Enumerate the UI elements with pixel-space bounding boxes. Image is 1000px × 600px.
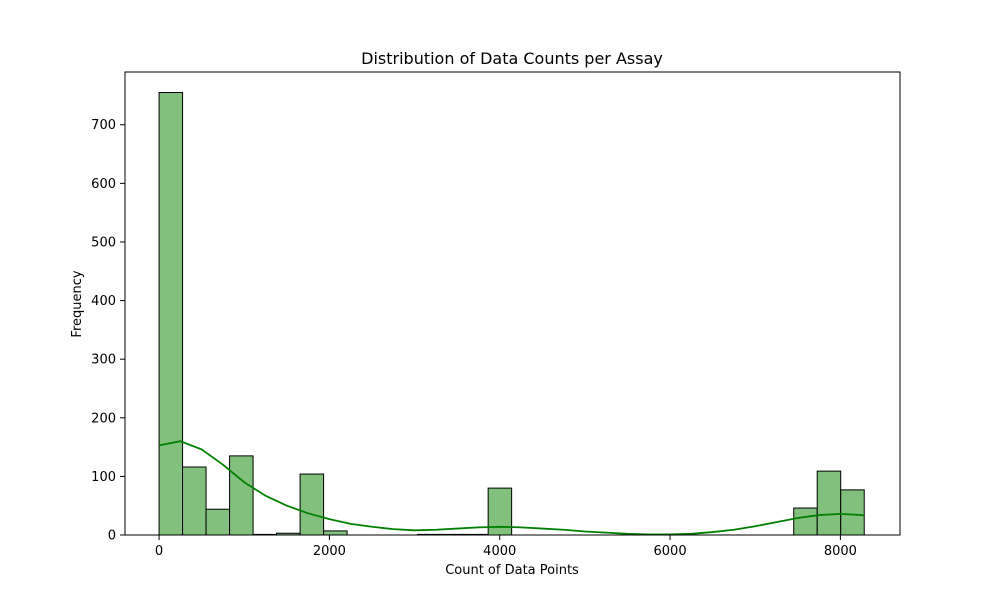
x-tick-label-1: 2000 — [313, 544, 346, 559]
x-tick-label-0: 0 — [155, 544, 163, 559]
plot-frame — [124, 71, 901, 536]
histogram-bar-14 — [840, 489, 865, 536]
chart-title: Distribution of Data Counts per Assay — [361, 49, 663, 68]
histogram-bar-12 — [793, 507, 818, 536]
histogram-bar-7 — [323, 530, 348, 536]
x-tick-label-3: 6000 — [654, 544, 687, 559]
y-tick-label-4: 400 — [91, 294, 116, 309]
kde-curve — [158, 440, 865, 536]
x-axis-label: Count of Data Points — [445, 563, 579, 578]
histogram-bar-1 — [182, 466, 207, 536]
y-tick-label-6: 600 — [91, 177, 116, 192]
histogram-bar-6 — [299, 473, 325, 536]
histogram-bar-11 — [487, 487, 513, 536]
y-tick-label-1: 100 — [91, 470, 116, 485]
histogram-bar-0 — [158, 92, 184, 536]
y-tick-label-5: 500 — [91, 235, 116, 250]
histogram-bar-13 — [816, 470, 842, 536]
x-axis-ticks: 0 2000 4000 6000 8000 — [155, 535, 857, 559]
histogram-bars — [158, 92, 865, 536]
y-tick-label-3: 300 — [91, 353, 116, 368]
x-tick-label-4: 8000 — [824, 544, 857, 559]
y-axis-ticks: 0 100 200 300 400 500 600 700 — [91, 118, 125, 544]
x-tick-label-2: 4000 — [483, 544, 516, 559]
y-tick-label-0: 0 — [108, 529, 116, 544]
y-tick-label-2: 200 — [91, 411, 116, 426]
histogram-bar-2 — [205, 508, 231, 536]
y-axis-label: Frequency — [70, 270, 85, 337]
y-tick-label-7: 700 — [91, 118, 116, 133]
histogram-bar-3 — [229, 455, 254, 536]
